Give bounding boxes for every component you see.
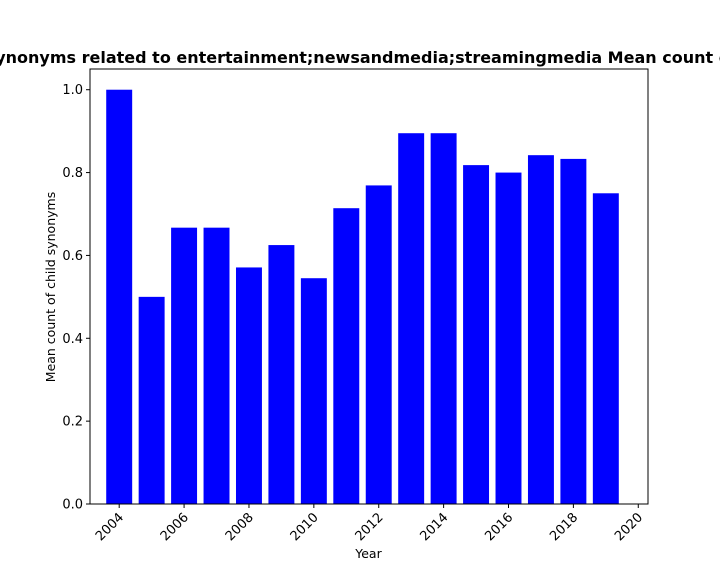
x-tick-label: 2004 <box>93 510 127 544</box>
plot-frame <box>89 68 649 505</box>
x-tick-label: 2016 <box>482 510 516 544</box>
bar-2014 <box>430 133 457 504</box>
y-tick-label: 0.0 <box>62 498 83 513</box>
bars-group <box>106 89 619 505</box>
y-axis-ticks: 0.0 0.2 0.4 0.6 0.8 1.0 <box>62 83 90 513</box>
bar-2012 <box>365 185 392 504</box>
bar-2019 <box>592 193 619 505</box>
bar-2016 <box>495 172 522 505</box>
bar-2004 <box>106 89 133 504</box>
x-axis-label: Year <box>354 546 382 561</box>
bar-2011 <box>333 208 360 504</box>
x-tick-label: 2010 <box>288 510 322 544</box>
y-tick-label: 0.6 <box>62 249 83 264</box>
y-tick-label: 0.8 <box>62 166 83 181</box>
bar-2007 <box>203 227 230 504</box>
x-tick-label: 2018 <box>547 510 581 544</box>
x-axis-ticks: 2004 2006 2008 2010 2012 2014 2016 2018 2020 <box>93 504 646 544</box>
x-tick-label: 2012 <box>353 510 387 544</box>
x-tick-label: 2006 <box>158 510 192 544</box>
bar-2013 <box>398 133 425 504</box>
bar-2018 <box>560 158 587 504</box>
x-tick-label: 2008 <box>223 510 257 544</box>
y-tick-label: 0.4 <box>62 332 83 347</box>
bar-2017 <box>527 155 554 504</box>
bar-2009 <box>268 245 295 505</box>
y-tick-label: 0.2 <box>62 415 83 430</box>
bar-2006 <box>171 227 198 504</box>
bar-2015 <box>463 165 490 504</box>
bar-2005 <box>138 296 165 504</box>
bar-2010 <box>300 278 327 504</box>
bar-2008 <box>235 267 262 504</box>
y-tick-label: 1.0 <box>62 83 83 98</box>
x-tick-label: 2014 <box>417 510 451 544</box>
y-axis-label: Mean count of child synonyms <box>43 192 58 382</box>
x-tick-label: 2020 <box>612 510 646 544</box>
chart-title: Count of child synonyms related to enter… <box>0 48 720 67</box>
